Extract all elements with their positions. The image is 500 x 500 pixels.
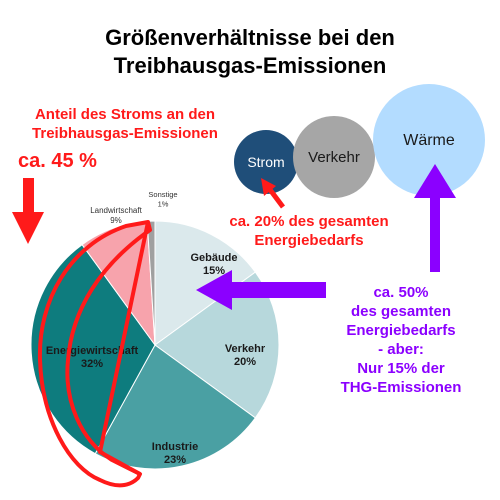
title-line-1: Größenverhältnisse bei den bbox=[105, 25, 395, 50]
chart-title: Größenverhältnisse bei den Treibhausgas-… bbox=[0, 24, 500, 80]
pie-slice-energiewirtschaft bbox=[30, 243, 156, 455]
energy-sector-highlight bbox=[37, 220, 152, 488]
slice-label-verkehr: Verkehr 20% bbox=[225, 343, 266, 368]
slice-name-sonstige: Sonstige bbox=[148, 190, 177, 199]
heat-note-line-3: Energiebedarfs bbox=[346, 322, 456, 339]
title-line-2: Treibhausgas-Emissionen bbox=[113, 53, 387, 78]
slice-value-sonstige: 1% bbox=[158, 200, 169, 209]
slice-label-landwirtschaft: Landwirtschaft 9% bbox=[90, 206, 142, 225]
slice-label-gebäude: Gebäude 15% bbox=[190, 252, 237, 277]
electricity-share-value: ca. 45 % bbox=[18, 150, 97, 172]
red-arrowhead-strom bbox=[261, 178, 276, 196]
slice-label-industrie: Industrie 23% bbox=[152, 441, 198, 466]
pie-chart: Gebäude 15% Verkehr 20% Industrie 23% Energiew… bbox=[30, 190, 280, 470]
annotation-arrows bbox=[12, 164, 456, 488]
pie-slice-gebäude bbox=[154, 220, 257, 346]
heat-note-line-6: THG-Emissionen bbox=[340, 379, 462, 396]
bubble-label-verkehr: Verkehr bbox=[308, 149, 360, 166]
slice-value-energiewirtschaft: 32% bbox=[81, 358, 103, 370]
slice-value-industrie: 23% bbox=[164, 454, 186, 466]
red-down-arrow bbox=[12, 178, 44, 244]
bubble-strom bbox=[234, 130, 298, 194]
slice-value-gebäude: 15% bbox=[203, 265, 225, 277]
strom-note-line-1: ca. 20% des gesamten bbox=[229, 213, 389, 230]
heat-note-line-1: ca. 50% bbox=[373, 284, 429, 301]
electricity-note-line-1: Anteil des Stroms an den bbox=[34, 106, 216, 123]
electricity-note-line-2: Treibhausgas-Emissionen bbox=[32, 125, 218, 142]
slice-label-sonstige: Sonstige 1% bbox=[148, 190, 177, 209]
slice-name-industrie: Industrie bbox=[152, 441, 198, 453]
bubble-label-strom: Strom bbox=[247, 154, 284, 170]
bubble-label-wärme: Wärme bbox=[403, 132, 455, 149]
heat-note-line-5: Nur 15% der bbox=[357, 360, 445, 377]
electricity-energy-demand-note: ca. 20% des gesamten Energiebedarfs bbox=[224, 212, 394, 250]
slice-value-landwirtschaft: 9% bbox=[110, 216, 122, 225]
slice-name-landwirtschaft: Landwirtschaft bbox=[90, 206, 142, 215]
slice-name-verkehr: Verkehr bbox=[225, 343, 266, 355]
slice-name-energiewirtschaft: Energiewirtschaft bbox=[46, 345, 139, 357]
strom-note-line-2: Energiebedarfs bbox=[254, 232, 364, 249]
bubble-wärme bbox=[373, 84, 485, 196]
electricity-share-note: Anteil des Stroms an den Treibhausgas-Em… bbox=[10, 105, 240, 143]
heat-note-line-4: - aber: bbox=[378, 341, 424, 358]
purple-left-arrow bbox=[196, 270, 326, 310]
heat-energy-demand-note: ca. 50% des gesamten Energiebedarfs - ab… bbox=[316, 283, 486, 397]
slice-value-verkehr: 20% bbox=[234, 356, 256, 368]
slice-name-gebäude: Gebäude bbox=[190, 252, 237, 264]
heat-note-line-2: des gesamten bbox=[350, 303, 452, 320]
purple-up-arrow bbox=[414, 164, 456, 272]
bubble-verkehr bbox=[293, 116, 375, 198]
energy-demand-bubbles: Strom Verkehr Wärme bbox=[234, 84, 485, 198]
energy-sector-highlight-inner bbox=[98, 221, 150, 476]
